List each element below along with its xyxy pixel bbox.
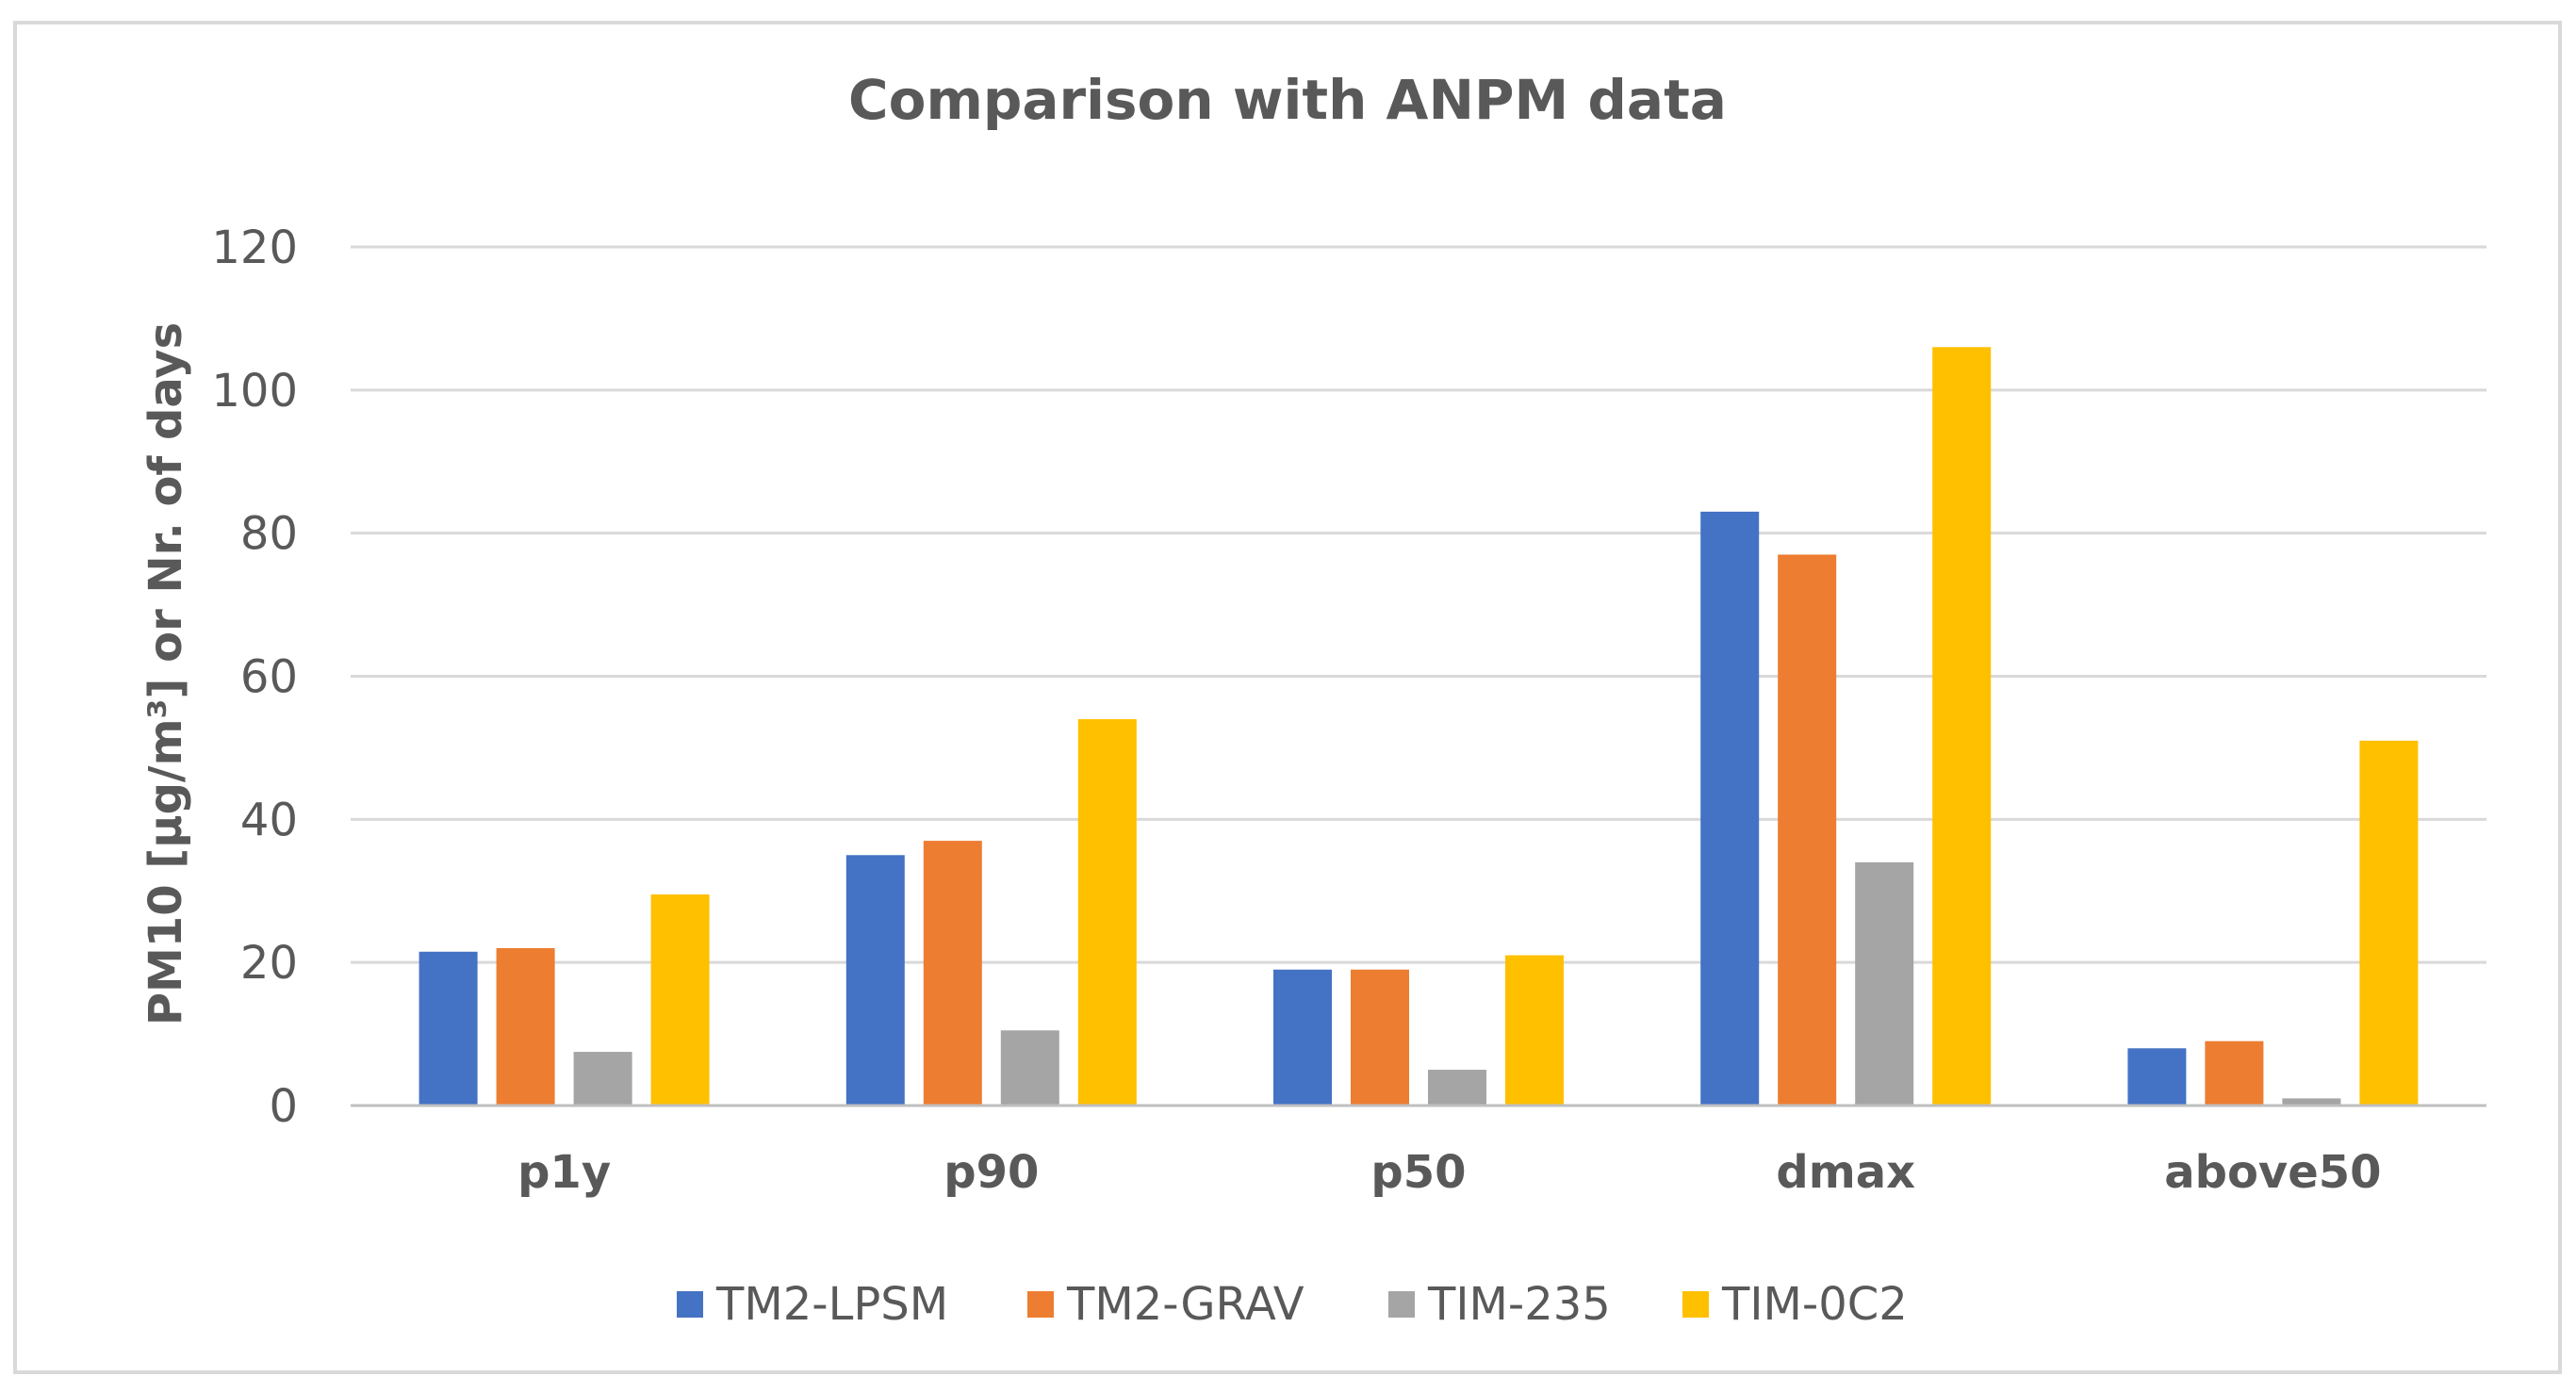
bar-tm2-grav-p1y [496, 947, 555, 1106]
bar-tm2-grav-dmax [1778, 554, 1837, 1106]
y-tick-label: 40 [240, 794, 298, 846]
x-tick-label: dmax [1776, 1146, 1915, 1199]
legend-swatch-tm2-lpsm [677, 1291, 703, 1318]
x-tick-label: p1y [517, 1146, 611, 1199]
chart-title: Comparison with ANPM data [848, 68, 1727, 132]
gridlines [351, 245, 2486, 964]
bar-tm2-lpsm-dmax [1700, 511, 1760, 1106]
bar-tm2-grav-above50 [2205, 1041, 2264, 1106]
y-tick-label: 20 [240, 937, 298, 990]
bar-tim-0c2-p90 [1077, 719, 1137, 1106]
bar-tim-0c2-p1y [650, 894, 710, 1106]
bar-tim-235-p50 [1428, 1070, 1486, 1106]
legend-label: TIM-235 [1427, 1278, 1611, 1331]
x-tick-label: p90 [943, 1146, 1039, 1199]
legend-label: TM2-GRAV [1066, 1278, 1304, 1331]
bar-tim-0c2-above50 [2359, 740, 2419, 1106]
bar-tm2-lpsm-above50 [2127, 1048, 2187, 1106]
bar-tim-235-above50 [2282, 1098, 2341, 1106]
bar-tm2-lpsm-p1y [418, 951, 478, 1106]
x-tick-labels: p1y p90 p50 dmax above50 [517, 1146, 2382, 1199]
bar-tm2-grav-p50 [1351, 969, 1409, 1106]
bar-tim-235-p90 [1000, 1030, 1059, 1106]
legend-swatch-tim-235 [1388, 1291, 1415, 1318]
legend-label: TIM-0C2 [1721, 1278, 1908, 1331]
bar-tim-235-dmax [1855, 861, 1914, 1106]
legend: TM2-LPSM TM2-GRAV TIM-235 TIM-0C2 [677, 1278, 1908, 1331]
y-tick-label: 60 [240, 651, 298, 704]
bar-tm2-grav-p90 [923, 841, 982, 1106]
bar-tm2-lpsm-p90 [845, 855, 905, 1106]
y-tick-label: 100 [211, 365, 298, 418]
bars [418, 347, 2419, 1106]
y-tick-label: 80 [240, 508, 298, 561]
y-axis-label: PM10 [µg/m³] or Nr. of days [139, 322, 192, 1025]
bar-tim-0c2-dmax [1932, 347, 1992, 1106]
legend-label: TM2-LPSM [715, 1278, 948, 1331]
legend-swatch-tim-0c2 [1682, 1291, 1709, 1318]
y-tick-label: 0 [269, 1080, 298, 1133]
x-tick-label: above50 [2164, 1146, 2381, 1199]
y-tick-label: 120 [211, 221, 298, 274]
x-tick-label: p50 [1370, 1146, 1466, 1199]
legend-swatch-tm2-grav [1027, 1291, 1054, 1318]
bar-tim-235-p1y [573, 1052, 632, 1106]
y-tick-labels: 0 20 40 60 80 100 120 [211, 221, 298, 1133]
bar-tim-0c2-p50 [1505, 955, 1564, 1106]
bar-tm2-lpsm-p50 [1273, 969, 1332, 1106]
